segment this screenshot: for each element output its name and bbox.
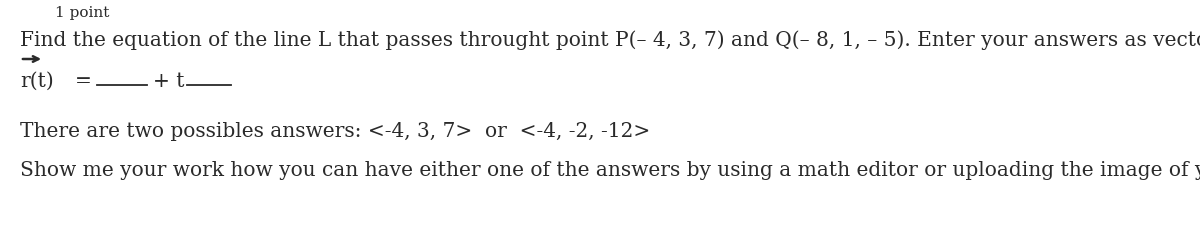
Text: =: = (74, 72, 92, 91)
Text: + t: + t (154, 72, 185, 91)
Text: Show me your work how you can have either one of the answers by using a math edi: Show me your work how you can have eithe… (20, 161, 1200, 180)
Text: There are two possibles answers: <-4, 3, 7>  or  <-4, -2, -12>: There are two possibles answers: <-4, 3,… (20, 122, 650, 141)
Text: 1 point: 1 point (55, 6, 109, 20)
Text: Find the equation of the line L that passes throught point P(– 4, 3, 7) and Q(– : Find the equation of the line L that pas… (20, 30, 1200, 50)
Text: r(t): r(t) (20, 72, 54, 91)
